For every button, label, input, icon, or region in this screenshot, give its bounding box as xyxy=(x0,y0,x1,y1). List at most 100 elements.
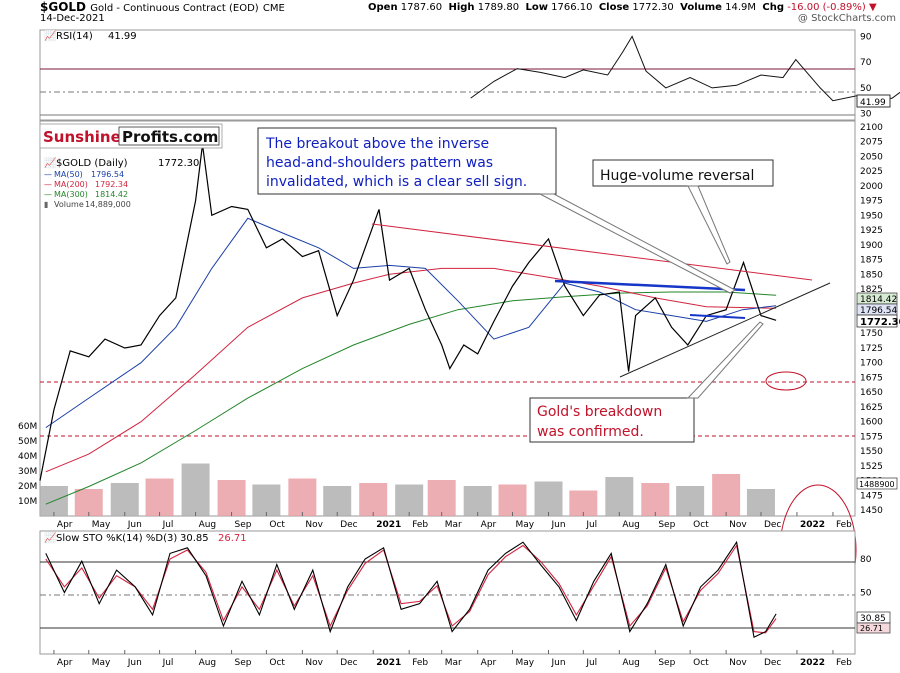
chg-value: -16.00 (-0.89%) xyxy=(787,2,866,13)
sto-d-badge-text: 26.71 xyxy=(860,624,883,633)
date-tick-label: Oct xyxy=(693,658,709,668)
date-tick-label: Apr xyxy=(481,520,497,530)
volume-bar xyxy=(252,484,281,516)
reversal-text: Huge-volume reversal xyxy=(600,168,754,184)
price-tick-label: 1650 xyxy=(860,388,883,398)
date-tick-label: Jul xyxy=(162,520,174,530)
volume-bar xyxy=(712,474,741,516)
date-tick-label: May xyxy=(516,658,535,668)
sunshine-profits-logo: Sunshine Profits.com xyxy=(39,123,223,149)
sto-k-badge-text: 30.85 xyxy=(860,614,886,624)
volume-bar xyxy=(181,463,210,516)
breakdown-text-line1: Gold's breakdown xyxy=(537,404,662,420)
price-tick-label: 1550 xyxy=(860,447,883,457)
price-tick-label: 2025 xyxy=(860,167,883,177)
volume-legend-value: 14,889,000 xyxy=(85,200,131,209)
date-tick-label: Aug xyxy=(622,658,640,668)
date-tick-label: May xyxy=(92,658,111,668)
rsi-axis-badge xyxy=(856,94,891,108)
date-tick-label: Sep xyxy=(235,520,252,530)
logo-part2: Profits.com xyxy=(122,128,218,146)
price-tick-label: 1825 xyxy=(860,285,883,295)
price-tick-label: 1925 xyxy=(860,226,883,236)
rsi-tick-label: 70 xyxy=(860,58,872,68)
price-tick-label: 1575 xyxy=(860,432,883,442)
date-tick-label: Oct xyxy=(693,520,709,530)
date-tick-label: Dec xyxy=(340,520,357,530)
date-tick-label: Mar xyxy=(445,658,462,668)
neckline xyxy=(554,279,746,292)
volume-tick-label: 40M xyxy=(18,452,37,462)
high-label: High xyxy=(448,2,475,13)
exchange: CME xyxy=(262,3,285,14)
date-tick-label: Apr xyxy=(57,658,73,668)
price-legend-label: $GOLD (Daily) xyxy=(56,158,128,169)
date-tick-label: Dec xyxy=(340,658,357,668)
volume-legend-icon: ▮ xyxy=(44,200,48,209)
volume-bar xyxy=(395,484,424,516)
rsi-tick-label: 30 xyxy=(860,110,872,120)
date-tick-label: Dec xyxy=(764,658,781,668)
sto-k-line xyxy=(45,540,777,639)
sto-icon: 📈 xyxy=(44,531,56,544)
price-tick-label: 1975 xyxy=(860,197,883,207)
volume-bar xyxy=(463,486,492,516)
price-tick-label: 1450 xyxy=(860,506,883,516)
date-tick-label: Nov xyxy=(729,658,747,668)
volume-bar xyxy=(288,478,317,516)
ma50-legend-value: 1796.54 xyxy=(91,170,124,179)
date-tick-label: Dec xyxy=(764,520,781,530)
breakout-text-line3: invalidated, which is a clear sell sign. xyxy=(266,174,527,190)
date-tick-label: Nov xyxy=(305,520,323,530)
date-tick-label: Feb xyxy=(412,658,428,668)
price-tick-label: 1900 xyxy=(860,241,883,251)
date-axis: Apr May Jun Jul Aug Sep Oct Nov Dec 2021 Feb Mar Apr… xyxy=(53,512,852,530)
ma200-legend-label: MA(200) xyxy=(54,180,88,189)
date-tick-label: Apr xyxy=(481,658,497,668)
date-tick-label: Mar xyxy=(445,520,462,530)
sto-d-badge xyxy=(856,622,891,634)
ma200-legend-value: 1792.34 xyxy=(95,180,128,189)
date-tick-label: Feb xyxy=(836,658,852,668)
volume-legend-label: Volume xyxy=(54,200,84,209)
close-label: Close xyxy=(598,2,630,13)
date-tick-label: Jun xyxy=(127,658,142,668)
date-tick-label: Jun xyxy=(127,520,142,530)
symbol-description: Gold - Continuous Contract (EOD) xyxy=(90,3,259,14)
volume-ticks: 10M 20M 30M 40M 50M 60M xyxy=(18,422,37,507)
price-legend-value: 1772.30 xyxy=(158,158,199,169)
date-tick-label: Oct xyxy=(269,658,285,668)
volume-bar xyxy=(323,486,352,516)
rsi-ticks: 30 50 70 90 xyxy=(860,32,872,119)
date-tick-label: Apr xyxy=(57,520,73,530)
volume-tick-label: 60M xyxy=(18,422,37,432)
date-tick-label: 2021 xyxy=(376,520,401,530)
rsi-tick-label: 50 xyxy=(860,84,872,94)
price-tick-label: 2100 xyxy=(860,123,883,133)
price-tick-label: 1525 xyxy=(860,462,883,472)
rsi-label: RSI(14) xyxy=(56,31,93,42)
volume-bars xyxy=(39,463,775,516)
symbol-title: $GOLD Gold - Continuous Contract (EOD) C… xyxy=(40,0,285,14)
volume-bar xyxy=(534,481,563,516)
date-tick-label: 2021 xyxy=(376,658,401,668)
open-label: Open xyxy=(368,2,398,13)
declining-resistance-line xyxy=(371,223,813,281)
logo-part1: Sunshine xyxy=(43,128,121,146)
breakout-text-line1: The breakout above the inverse xyxy=(265,136,489,152)
volume-bar xyxy=(217,480,246,516)
price-tick-label: 2050 xyxy=(860,152,883,162)
sto-k-value: 30.85 xyxy=(180,533,209,544)
ohlc-readout: Open 1787.60 High 1789.80 Low 1766.10 Cl… xyxy=(368,2,877,13)
price-tick-label: 1850 xyxy=(860,270,883,280)
date-tick-label: Jul xyxy=(162,658,174,668)
volume-bar xyxy=(605,477,634,516)
date-tick-label: Jun xyxy=(551,658,566,668)
down-arrow-icon: ▼ xyxy=(868,2,877,13)
ma300-legend-label: MA(300) xyxy=(54,190,88,199)
rsi-panel: 📈 RSI(14) 41.99 30 50 70 90 41.99 xyxy=(39,29,900,121)
reversal-annotation: Huge-volume reversal xyxy=(592,159,774,265)
price-legend: 📈 $GOLD (Daily) 1772.30 — MA(50) 1796.54… xyxy=(44,156,199,209)
breakout-text-line2: head-and-shoulders pattern was xyxy=(266,155,493,171)
date-tick-label: Aug xyxy=(199,658,217,668)
